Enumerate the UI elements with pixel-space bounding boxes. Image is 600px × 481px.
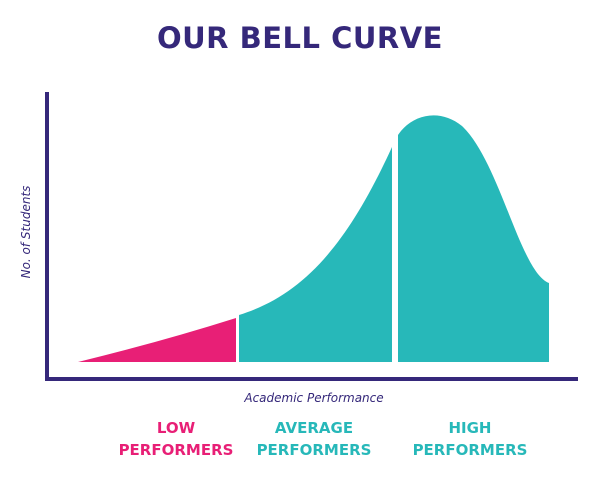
group-label: AVERAGE bbox=[275, 419, 353, 437]
average-region bbox=[239, 147, 392, 362]
x-axis-label: Academic Performance bbox=[243, 391, 383, 405]
group-label: PERFORMERS bbox=[413, 441, 528, 459]
group-label: PERFORMERS bbox=[119, 441, 234, 459]
group-label: LOW bbox=[157, 419, 196, 437]
high-region bbox=[398, 115, 549, 362]
low-region bbox=[78, 318, 236, 362]
group-label: PERFORMERS bbox=[257, 441, 372, 459]
title: OUR BELL CURVE bbox=[157, 21, 443, 55]
group-label: HIGH bbox=[448, 419, 491, 437]
y-axis-label: No. of Students bbox=[19, 186, 33, 279]
